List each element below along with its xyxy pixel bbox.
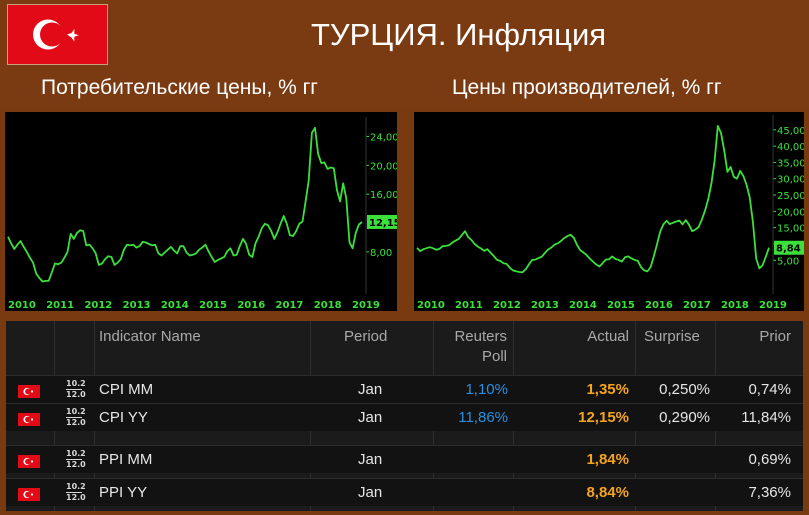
prior-value: 11,84% bbox=[741, 409, 791, 426]
y-tick-label: 16,00 bbox=[370, 190, 397, 201]
y-tick-label: 45,00 bbox=[777, 126, 804, 137]
x-tick-label: 2013 bbox=[531, 300, 559, 311]
turkey-flag-icon bbox=[18, 383, 40, 398]
header-bar: ТУРЦИЯ. Инфляция bbox=[0, 0, 809, 68]
y-tick-label: 5,00 bbox=[777, 256, 799, 267]
turkey-flag-icon bbox=[7, 4, 108, 65]
prior-value: 0,69% bbox=[748, 451, 791, 468]
x-tick-label: 2010 bbox=[417, 300, 445, 311]
current-value-label: 12,15 bbox=[369, 218, 397, 229]
period-value: Jan bbox=[358, 484, 383, 501]
x-tick-label: 2018 bbox=[314, 300, 342, 311]
series-line bbox=[7, 126, 363, 283]
x-tick-label: 2019 bbox=[759, 300, 787, 311]
header-indicator-name[interactable]: Indicator Name bbox=[99, 328, 201, 345]
x-tick-label: 2014 bbox=[569, 300, 597, 311]
subtitle-band bbox=[0, 68, 809, 110]
x-tick-label: 2016 bbox=[237, 300, 265, 311]
x-tick-label: 2013 bbox=[123, 300, 151, 311]
header-reuters[interactable]: Reuters bbox=[454, 328, 507, 345]
header-prior[interactable]: Prior bbox=[759, 328, 791, 345]
header-actual[interactable]: Actual bbox=[587, 328, 629, 345]
y-tick-label: 20,00 bbox=[777, 207, 804, 218]
x-tick-label: 2017 bbox=[276, 300, 304, 311]
indicator-name[interactable]: CPI MM bbox=[99, 381, 154, 398]
x-tick-label: 2018 bbox=[721, 300, 749, 311]
y-tick-label: 30,00 bbox=[777, 175, 804, 186]
prior-value: 0,74% bbox=[748, 381, 791, 398]
indicator-name[interactable]: CPI YY bbox=[99, 409, 148, 426]
poll-value: 11,86% bbox=[458, 409, 508, 426]
cpi-chart: 24,00 20,00 16,00 8,00 2010 2011 2012 2013 2014 2… bbox=[5, 112, 397, 311]
y-tick-label: 8,00 bbox=[370, 248, 392, 259]
cpi-chart-svg: 24,00 20,00 16,00 8,00 2010 2011 2012 2013 2014 2… bbox=[7, 117, 397, 311]
y-tick-label: 40,00 bbox=[777, 142, 804, 153]
current-value-box bbox=[774, 240, 804, 255]
ppi-chart-svg: 45,0040,0035,0030,0025,0020,0015,0010,00… bbox=[416, 115, 804, 311]
x-tick-label: 2010 bbox=[8, 300, 36, 311]
y-tick-label: 24,00 bbox=[370, 132, 397, 143]
poll-value bbox=[438, 446, 508, 473]
header-poll: Poll bbox=[481, 348, 507, 365]
current-value-label: 8,84 bbox=[776, 244, 801, 255]
actual-value: 1,35% bbox=[586, 381, 629, 398]
x-tick-label: 2011 bbox=[46, 300, 74, 311]
series-line bbox=[416, 124, 770, 274]
indicators-table: Indicator Name Period Reuters Poll Actua… bbox=[6, 321, 803, 511]
indicator-name[interactable]: PPI YY bbox=[99, 484, 148, 501]
surprise-value: 0,250% bbox=[659, 381, 710, 398]
poll-value bbox=[438, 479, 508, 506]
poll-value: 1,10% bbox=[465, 381, 508, 398]
header-period[interactable]: Period bbox=[344, 328, 388, 345]
x-tick-label: 2017 bbox=[683, 300, 711, 311]
header-surprise[interactable]: Surprise bbox=[644, 328, 700, 345]
x-tick-label: 2014 bbox=[161, 300, 189, 311]
table-row[interactable]: 10.2 12.0 PPI YY Jan 8,84% 7,36% bbox=[6, 478, 803, 506]
x-tick-label: 2019 bbox=[352, 300, 380, 311]
ppi-subtitle: Цены производителей, % гг bbox=[452, 76, 722, 99]
table-row[interactable]: 10.2 12.0 CPI YY Jan 11,86% 12,15% 0,290% 11,84… bbox=[6, 403, 803, 431]
surprise-value bbox=[640, 446, 710, 473]
calendar-icon[interactable]: 10.2 12.0 bbox=[66, 379, 86, 399]
surprise-value bbox=[640, 479, 710, 506]
period-value: Jan bbox=[358, 381, 383, 398]
x-tick-label: 2012 bbox=[84, 300, 112, 311]
table-row[interactable]: 10.2 12.0 PPI MM Jan 1,84% 0,69% bbox=[6, 445, 803, 473]
x-tick-label: 2015 bbox=[607, 300, 635, 311]
indicator-name[interactable]: PPI MM bbox=[99, 451, 153, 468]
table-row[interactable]: 10.2 12.0 CPI MM Jan 1,10% 1,35% 0,250% 0,74% bbox=[6, 375, 803, 403]
x-tick-label: 2012 bbox=[493, 300, 521, 311]
y-tick-label: 15,00 bbox=[777, 224, 804, 235]
actual-value: 1,84% bbox=[586, 451, 629, 468]
prior-value: 7,36% bbox=[748, 484, 791, 501]
period-value: Jan bbox=[358, 451, 383, 468]
y-tick-label: 35,00 bbox=[777, 158, 804, 169]
calendar-icon[interactable]: 10.2 12.0 bbox=[66, 407, 86, 427]
period-value: Jan bbox=[358, 409, 383, 426]
turkey-flag-icon bbox=[18, 453, 40, 468]
calendar-icon[interactable]: 10.2 12.0 bbox=[66, 482, 86, 502]
y-tick-label: 25,00 bbox=[777, 191, 804, 202]
cpi-subtitle: Потребительские цены, % гг bbox=[41, 76, 318, 99]
turkey-flag-icon bbox=[18, 486, 40, 501]
turkey-flag-icon bbox=[18, 411, 40, 426]
x-tick-label: 2011 bbox=[455, 300, 483, 311]
y-tick-label: 20,00 bbox=[370, 161, 397, 172]
actual-value: 8,84% bbox=[586, 484, 629, 501]
current-value-box bbox=[367, 214, 397, 229]
x-tick-label: 2016 bbox=[645, 300, 673, 311]
x-tick-label: 2015 bbox=[199, 300, 227, 311]
surprise-value: 0,290% bbox=[659, 409, 710, 426]
calendar-icon[interactable]: 10.2 12.0 bbox=[66, 449, 86, 469]
page-title: ТУРЦИЯ. Инфляция bbox=[310, 17, 607, 52]
ppi-chart: 45,0040,0035,0030,0025,0020,0015,0010,00… bbox=[414, 112, 804, 311]
actual-value: 12,15% bbox=[578, 409, 629, 426]
